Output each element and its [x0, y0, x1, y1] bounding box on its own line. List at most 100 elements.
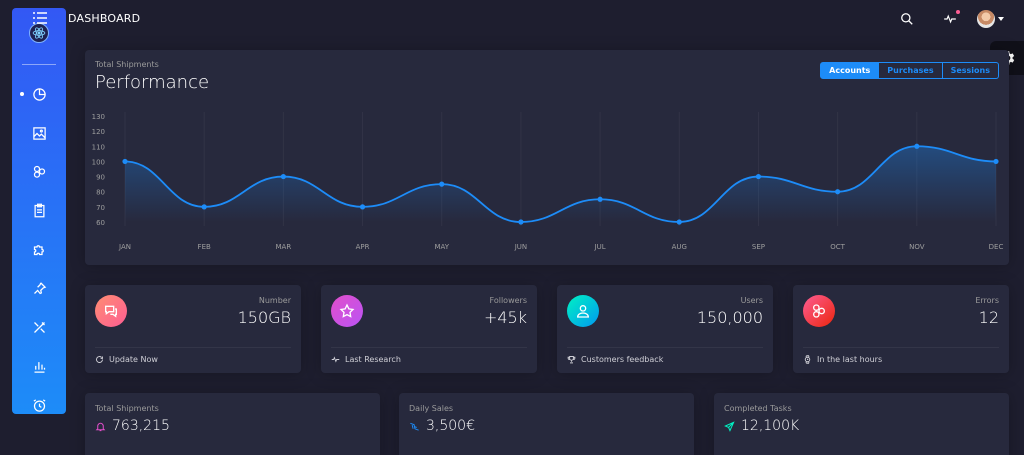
- watch-icon: [804, 355, 811, 364]
- stat-value: +45k: [483, 308, 527, 327]
- stat-card-followers: Followers +45k Last Research: [321, 285, 537, 373]
- x-tick-label: DEC: [989, 243, 1004, 251]
- card-category: Total Shipments: [95, 404, 159, 413]
- sidebar-item-pin[interactable]: [12, 276, 66, 300]
- performance-card: Total Shipments Performance Accounts Pur…: [85, 50, 1009, 265]
- data-point[interactable]: [359, 204, 366, 210]
- puzzle-icon: [33, 244, 44, 255]
- stat-card-number: Number 150GB Update Now: [85, 285, 301, 373]
- chart-title: Performance: [95, 72, 210, 93]
- image-icon: [32, 126, 46, 140]
- refresh-icon: [96, 356, 103, 363]
- tab-accounts[interactable]: Accounts: [820, 62, 880, 79]
- sidebar: [12, 8, 66, 414]
- y-tick-label: 100: [92, 158, 105, 166]
- data-point[interactable]: [201, 204, 207, 210]
- chart-header: Total Shipments Performance: [95, 60, 209, 93]
- daily-sales-card: Daily Sales 3,500€: [399, 393, 694, 455]
- user-icon: [567, 295, 599, 327]
- tab-sessions[interactable]: Sessions: [942, 62, 999, 79]
- user-menu[interactable]: [977, 8, 1009, 30]
- data-point[interactable]: [914, 143, 920, 149]
- card-value-text: 12,100K: [741, 418, 800, 434]
- card-value-text: 763,215: [112, 418, 170, 434]
- stat-footer-text: Last Research: [345, 355, 401, 364]
- x-tick-label: JAN: [118, 243, 131, 251]
- data-point[interactable]: [676, 219, 682, 225]
- x-tick-label: MAY: [434, 243, 449, 251]
- trophy-icon: [567, 356, 576, 364]
- tools-icon: [33, 321, 45, 333]
- search-icon[interactable]: [896, 8, 918, 30]
- tab-purchases[interactable]: Purchases: [879, 62, 943, 79]
- stat-footer: Customers feedback: [567, 355, 663, 364]
- data-point[interactable]: [280, 173, 286, 180]
- divider: [803, 347, 999, 348]
- avatar: [977, 10, 995, 28]
- bell-icon: [95, 422, 106, 431]
- divider: [331, 347, 527, 348]
- stat-footer: Update Now: [95, 355, 158, 364]
- atom-icon: [33, 165, 45, 178]
- stat-footer: Last Research: [331, 355, 401, 364]
- card-value: 3,500€: [409, 418, 475, 434]
- sidebar-item-charts[interactable]: [12, 354, 66, 378]
- sidebar-divider: [22, 64, 56, 65]
- clipboard-icon: [34, 203, 44, 217]
- y-tick-label: 120: [92, 128, 105, 136]
- sidebar-toggle-icon[interactable]: [32, 10, 48, 24]
- stat-label: Users: [740, 296, 763, 305]
- divider: [95, 347, 291, 348]
- notifications-button[interactable]: [939, 8, 961, 30]
- stat-card-users: Users 150,000 Customers feedback: [557, 285, 773, 373]
- stat-value: 150,000: [696, 308, 763, 327]
- sidebar-item-images[interactable]: [12, 121, 66, 145]
- chart-tabs: Accounts Purchases Sessions: [820, 62, 999, 79]
- chart-pie-icon: [32, 87, 46, 101]
- stat-value: 12: [978, 308, 999, 327]
- x-tick-label: APR: [356, 243, 370, 251]
- performance-chart: 60 70 80 90 100 110 120 130 JAN FEB MAR APR MAY JUN JU…: [92, 112, 1004, 251]
- sidebar-item-atom[interactable]: [12, 159, 66, 183]
- data-point[interactable]: [993, 158, 999, 165]
- chevron-down-icon: [998, 17, 1004, 21]
- react-logo-icon[interactable]: [29, 23, 49, 43]
- divider: [567, 347, 763, 348]
- x-tick-label: NOV: [909, 243, 925, 251]
- y-tick-label: 60: [96, 219, 105, 227]
- y-tick-label: 110: [92, 143, 105, 151]
- stat-footer: In the last hours: [803, 355, 882, 364]
- x-tick-label: JUN: [514, 243, 527, 251]
- data-point[interactable]: [439, 181, 445, 187]
- sidebar-item-dashboard[interactable]: [12, 82, 66, 106]
- activity-pulse-icon: [944, 14, 956, 24]
- total-shipments-card: Total Shipments 763,215: [85, 393, 380, 455]
- x-tick-label: SEP: [752, 243, 765, 251]
- data-point[interactable]: [597, 196, 603, 202]
- card-value: 763,215: [95, 418, 170, 434]
- sidebar-item-alarm[interactable]: [12, 393, 66, 417]
- x-tick-label: FEB: [198, 243, 211, 251]
- page-title[interactable]: DASHBOARD: [68, 12, 141, 25]
- chart-category: Total Shipments: [95, 60, 159, 69]
- star-icon: [331, 295, 363, 327]
- data-point[interactable]: [518, 219, 524, 225]
- stat-label: Number: [258, 296, 291, 305]
- bar-chart-icon: [34, 361, 45, 373]
- send-icon: [724, 420, 735, 432]
- y-tick-label: 70: [96, 204, 105, 212]
- sidebar-item-tools[interactable]: [12, 315, 66, 339]
- pin-icon: [33, 281, 46, 294]
- data-point[interactable]: [122, 158, 128, 165]
- y-tick-label: 80: [96, 189, 105, 197]
- data-point[interactable]: [755, 173, 762, 180]
- data-point[interactable]: [835, 189, 841, 195]
- card-category: Daily Sales: [409, 404, 454, 413]
- sidebar-item-puzzle[interactable]: [12, 237, 66, 261]
- molecule-icon: [803, 295, 835, 327]
- sidebar-item-clipboard[interactable]: [12, 198, 66, 222]
- stat-footer-text: Update Now: [109, 355, 158, 364]
- card-category: Completed Tasks: [724, 404, 792, 413]
- y-tick-label: 130: [92, 113, 105, 121]
- chat-icon: [95, 295, 127, 327]
